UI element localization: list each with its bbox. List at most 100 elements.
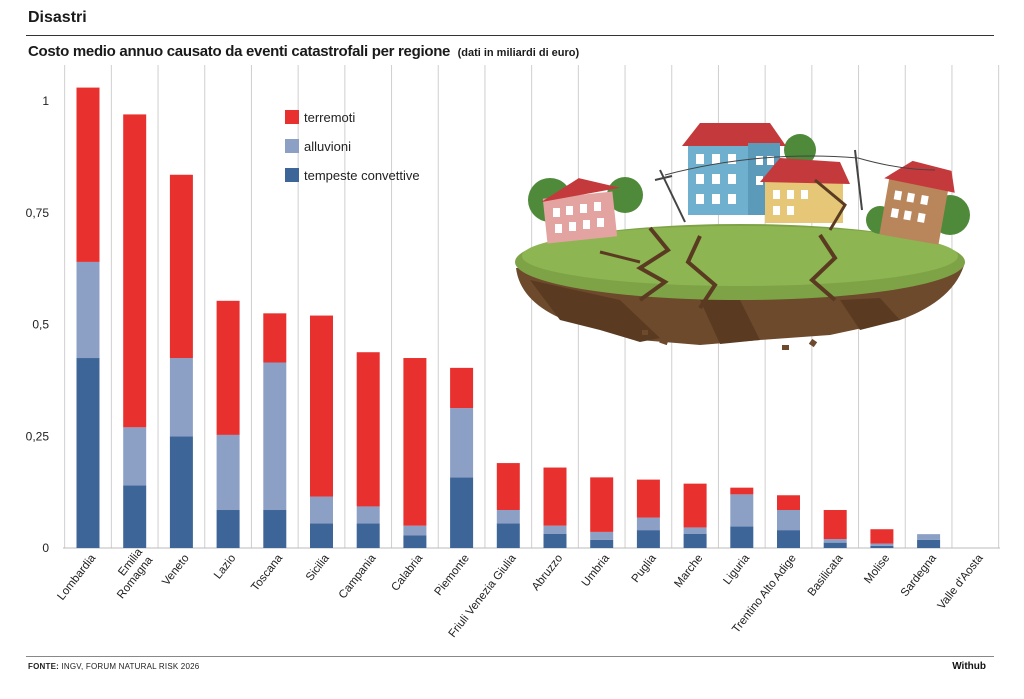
bar-segment-tempeste-convettive [310, 523, 333, 548]
bar-segment-terremoti [356, 352, 380, 507]
bar-segment-terremoti [730, 487, 754, 495]
bar-segment-tempeste-convettive [730, 526, 754, 548]
bar-segment-terremoti [216, 300, 240, 435]
bar-segment-terremoti [777, 495, 800, 511]
bar-segment-tempeste-convettive [263, 510, 287, 548]
bar-segment-alluvioni [76, 261, 100, 359]
bar-segment-tempeste-convettive [496, 523, 520, 548]
bar-segment-alluvioni [590, 531, 614, 540]
x-tick-label: Valle d'Aosta [936, 552, 986, 612]
bar-segment-terremoti [590, 477, 614, 532]
y-tick-label: 0,5 [32, 318, 49, 332]
bar-segment-alluvioni [310, 496, 333, 524]
x-tick-label: Puglia [630, 552, 660, 585]
earthquake-illustration-icon [515, 123, 970, 350]
x-tick-label: Basilicata [806, 552, 846, 599]
bar-segment-alluvioni [543, 525, 567, 534]
legend-swatch-alluvioni [285, 139, 299, 153]
bar-segment-alluvioni [216, 434, 240, 511]
bar-segment-terremoti [636, 479, 660, 518]
y-tick-label: 1 [42, 94, 49, 108]
bar-segment-terremoti [123, 114, 147, 428]
bar-segment-alluvioni [917, 534, 941, 540]
bar-segment-alluvioni [683, 527, 707, 534]
x-tick-label: Marche [672, 552, 705, 590]
brand-logo: Withub [952, 661, 986, 672]
x-tick-label: Liguria [721, 552, 752, 587]
bar-segment-alluvioni [169, 358, 193, 437]
x-tick-label: Calabria [389, 552, 425, 594]
bar-segment-tempeste-convettive [823, 542, 847, 548]
bar-segment-terremoti [823, 510, 847, 540]
bar-segment-terremoti [543, 467, 567, 526]
bar-segment-alluvioni [870, 543, 894, 546]
legend: terremoti alluvioni tempeste convettive [285, 110, 420, 183]
bar-segment-tempeste-convettive [636, 530, 660, 548]
chart-subtitle: (dati in miliardi di euro) [457, 47, 580, 59]
bar-segment-tempeste-convettive [216, 510, 240, 548]
legend-label: tempeste convettive [304, 168, 420, 183]
x-tick-label: Sardegna [899, 552, 940, 599]
legend-swatch-terremoti [285, 110, 299, 124]
y-axis-ticks: 0 0,25 0,5 0,75 1 [26, 94, 50, 555]
source-label: FONTE: [28, 662, 59, 671]
bar-segment-tempeste-convettive [123, 485, 147, 548]
bar-segment-alluvioni [730, 494, 754, 527]
bar-segment-alluvioni [263, 362, 287, 511]
bar-segment-terremoti [683, 483, 707, 528]
bar-segment-tempeste-convettive [590, 539, 614, 548]
x-tick-label: Campania [337, 552, 379, 601]
chart-title: Costo medio annuo causato da eventi cata… [28, 43, 451, 60]
x-tick-label: Lombardia [55, 552, 98, 603]
y-tick-label: 0,75 [26, 206, 50, 220]
y-tick-label: 0,25 [26, 429, 50, 443]
bar-segment-terremoti [263, 313, 287, 363]
x-tick-label: Molise [862, 552, 892, 586]
x-tick-label: Sicilia [304, 552, 332, 584]
x-axis-labels: Lombardia EmiliaRomagna Veneto Lazio Toscana… [55, 546, 986, 640]
legend-swatch-tempeste-convettive [285, 168, 299, 182]
bar-segment-alluvioni [777, 510, 800, 531]
bar-segment-alluvioni [823, 539, 847, 543]
bar-segment-alluvioni [496, 510, 520, 524]
bar-segment-tempeste-convettive [777, 530, 800, 548]
bar-segment-tempeste-convettive [683, 533, 707, 548]
title-row: Costo medio annuo causato da eventi cata… [28, 43, 579, 61]
bars [76, 87, 941, 548]
bar-segment-alluvioni [356, 506, 380, 524]
bar-segment-alluvioni [403, 525, 427, 536]
x-tick-label: Veneto [160, 552, 192, 588]
source-note: FONTE: INGV, FORUM NATURAL RISK 2026 [28, 662, 199, 671]
x-tick-label: Toscana [249, 552, 285, 594]
x-tick-label: EmiliaRomagna [105, 546, 156, 601]
legend-label: alluvioni [304, 139, 351, 154]
bar-segment-terremoti [76, 87, 100, 262]
bar-segment-tempeste-convettive [169, 436, 193, 548]
bar-segment-alluvioni [636, 517, 660, 531]
section-label: Disastri [28, 9, 87, 26]
bar-segment-tempeste-convettive [356, 523, 380, 548]
bar-segment-terremoti [169, 174, 193, 359]
bar-segment-alluvioni [450, 408, 474, 478]
bar-segment-tempeste-convettive [543, 533, 567, 548]
bar-segment-tempeste-convettive [917, 539, 941, 548]
source-text: INGV, FORUM NATURAL RISK 2026 [61, 662, 200, 671]
bar-segment-tempeste-convettive [403, 535, 427, 548]
bar-segment-tempeste-convettive [870, 545, 894, 548]
bar-segment-terremoti [310, 315, 333, 497]
bar-segment-tempeste-convettive [76, 358, 100, 548]
top-divider [26, 35, 994, 36]
bar-segment-tempeste-convettive [450, 477, 474, 548]
x-tick-label: Umbria [580, 552, 613, 589]
x-tick-label: Piemonte [433, 552, 472, 598]
bar-segment-terremoti [403, 358, 427, 526]
legend-label: terremoti [304, 110, 355, 125]
y-tick-label: 0 [42, 541, 49, 555]
bar-segment-terremoti [450, 367, 474, 409]
bottom-divider [26, 656, 994, 657]
bar-segment-terremoti [496, 463, 520, 511]
x-tick-label: Abruzzo [530, 552, 565, 593]
x-tick-label: Lazio [212, 552, 238, 581]
